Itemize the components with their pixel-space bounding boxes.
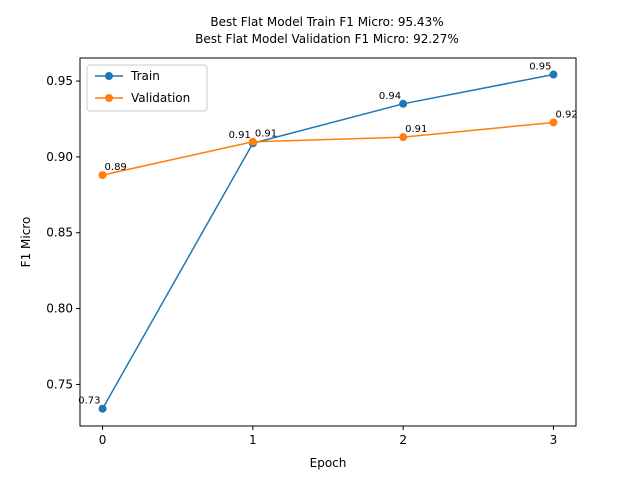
data-point-validation [399, 133, 408, 142]
plot-content: 0.73 0.91 0.94 0.95 0.89 0.91 0.91 0.92 [78, 62, 578, 413]
y-tick-label: 0.75 [46, 377, 73, 391]
x-tick-label: 3 [550, 433, 558, 447]
x-tick-label: 1 [249, 433, 257, 447]
data-point-train [98, 404, 107, 413]
legend-label-train: Train [130, 69, 160, 83]
legend-marker-validation [105, 94, 113, 102]
data-label-train: 0.94 [379, 91, 401, 102]
data-label-validation: 0.92 [555, 109, 577, 120]
series-line-validation [102, 121, 554, 176]
y-axis: 0.75 0.80 0.85 0.90 0.95 [46, 74, 80, 391]
data-point-validation [98, 171, 107, 180]
data-label-validation: 0.91 [405, 124, 427, 135]
plot-frame [79, 57, 577, 427]
data-label-validation: 0.91 [255, 129, 277, 140]
y-tick-label: 0.90 [46, 150, 73, 164]
series-line-train [101, 73, 554, 410]
legend-label-validation: Validation [131, 91, 190, 105]
y-tick-label: 0.80 [46, 302, 73, 316]
chart-title-line-2: Best Flat Model Validation F1 Micro: 92.… [195, 32, 459, 46]
x-axis-label: Epoch [310, 456, 347, 470]
data-label-validation: 0.89 [105, 162, 127, 173]
data-point-validation [248, 137, 257, 146]
legend: Train Validation [86, 64, 208, 112]
data-point-validation [549, 118, 558, 127]
y-tick-label: 0.85 [46, 226, 73, 240]
chart-title-line-1: Best Flat Model Train F1 Micro: 95.43% [210, 15, 443, 29]
data-label-train: 0.73 [78, 396, 100, 407]
x-axis: 0 1 2 3 [99, 426, 558, 447]
data-label-train: 0.91 [229, 130, 251, 141]
x-tick-label: 0 [99, 433, 107, 447]
y-axis-label: F1 Micro [19, 217, 33, 268]
data-point-train [399, 99, 408, 108]
legend-marker-train [105, 72, 113, 80]
x-tick-label: 2 [399, 433, 407, 447]
data-label-train: 0.95 [529, 62, 551, 73]
data-point-train [549, 70, 558, 79]
y-tick-label: 0.95 [46, 74, 73, 88]
